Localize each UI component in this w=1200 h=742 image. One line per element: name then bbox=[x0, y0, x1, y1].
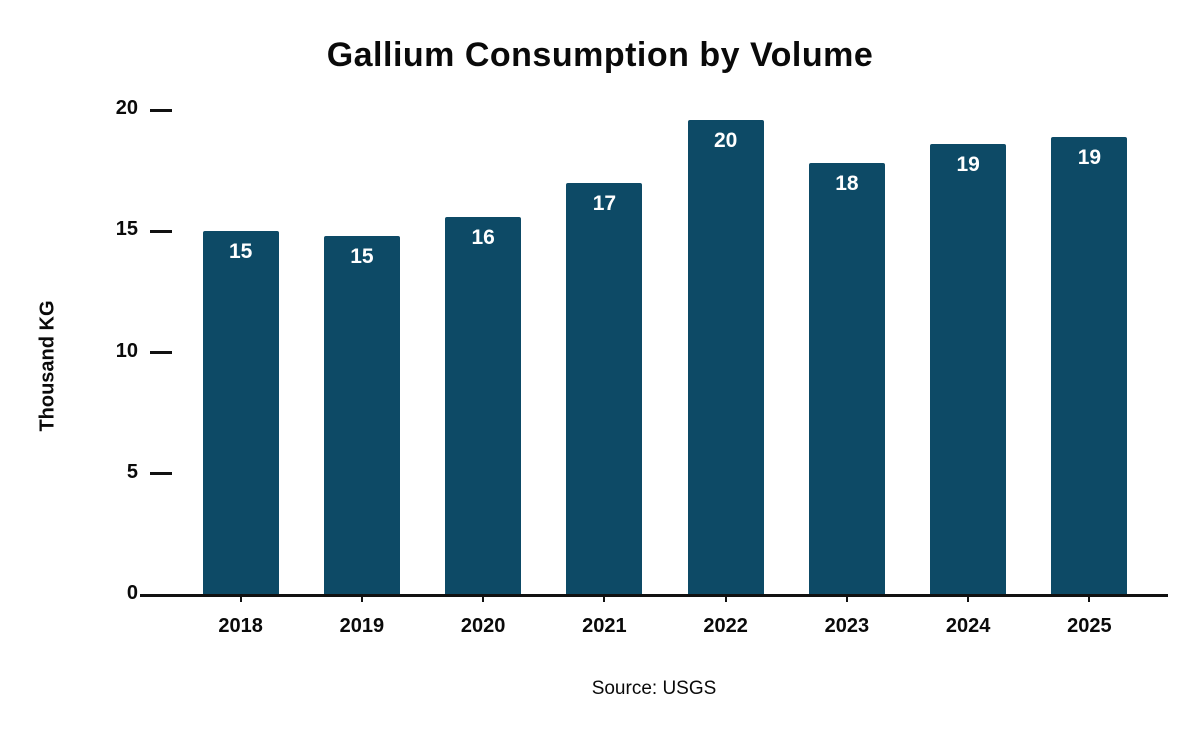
y-tick-mark bbox=[150, 108, 172, 112]
y-tick-mark bbox=[150, 472, 172, 476]
x-tick-mark bbox=[845, 595, 848, 602]
x-axis-line bbox=[140, 594, 1168, 597]
x-tick-mark bbox=[360, 595, 363, 602]
x-tick-mark bbox=[967, 595, 970, 602]
y-tick-mark bbox=[150, 229, 172, 233]
x-tick-mark bbox=[724, 595, 727, 602]
bar-2025: 19 bbox=[1051, 136, 1128, 595]
bar-value-label: 17 bbox=[592, 191, 617, 215]
x-tick-label: 2019 bbox=[339, 615, 385, 637]
x-tick-mark bbox=[239, 595, 242, 602]
y-tick-mark bbox=[150, 351, 172, 354]
bar-2021: 17 bbox=[566, 182, 643, 595]
y-tick-label: 10 bbox=[115, 339, 138, 362]
x-tick-mark bbox=[603, 595, 606, 602]
chart-title: Gallium Consumption by Volume bbox=[326, 36, 874, 74]
y-tick-label: 0 bbox=[126, 582, 138, 604]
bar-value-label: 18 bbox=[835, 172, 859, 196]
x-tick-label: 2018 bbox=[218, 615, 263, 637]
x-tick-label: 2021 bbox=[582, 615, 627, 637]
x-tick-label: 2020 bbox=[460, 615, 506, 637]
bar-2022: 20 bbox=[687, 119, 764, 595]
bar-value-label: 16 bbox=[471, 225, 495, 249]
bar-2024: 19 bbox=[930, 143, 1007, 595]
x-tick-label: 2022 bbox=[703, 615, 748, 637]
bar-2018: 15 bbox=[202, 231, 279, 595]
x-tick-label: 2023 bbox=[824, 615, 870, 637]
bar-2020: 16 bbox=[445, 216, 522, 595]
x-tick-mark bbox=[482, 595, 485, 602]
bar-2019: 15 bbox=[323, 236, 400, 595]
x-tick-label: 2024 bbox=[945, 615, 991, 637]
y-tick-label: 20 bbox=[115, 97, 138, 119]
bar-value-label: 19 bbox=[1077, 145, 1102, 169]
y-tick-label: 15 bbox=[115, 218, 138, 241]
source-note: Source: USGS bbox=[591, 678, 717, 699]
y-tick-label: 5 bbox=[126, 460, 138, 483]
bar-value-label: 20 bbox=[713, 128, 738, 152]
bar-2023: 18 bbox=[808, 163, 885, 595]
x-tick-mark bbox=[1088, 595, 1091, 602]
bar-value-label: 15 bbox=[228, 240, 253, 264]
x-tick-label: 2025 bbox=[1067, 615, 1112, 637]
bar-value-label: 15 bbox=[350, 245, 374, 269]
bar-value-label: 19 bbox=[956, 152, 980, 176]
